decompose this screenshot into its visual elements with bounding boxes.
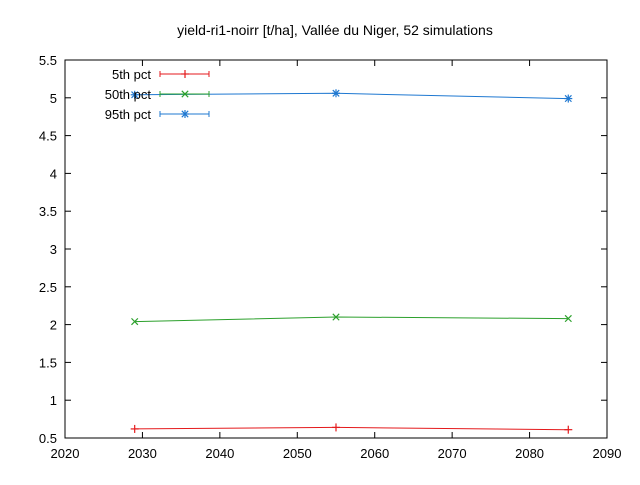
legend-marker-50th-pct <box>181 90 189 98</box>
y-tick-label: 5.5 <box>39 53 57 68</box>
data-point-50th-pct <box>564 314 572 323</box>
data-point-5th-pct <box>332 423 340 432</box>
legend-label-50th-pct: 50th pct <box>105 87 152 102</box>
x-tick-label: 2050 <box>283 446 312 461</box>
chart-title: yield-ri1-noirr [t/ha], Vallée du Niger,… <box>177 22 493 38</box>
legend-marker-95th-pct <box>181 110 189 118</box>
y-tick-label: 2 <box>50 318 57 333</box>
data-point-95th-pct <box>564 94 573 103</box>
data-point-95th-pct <box>332 89 340 98</box>
legend-label-95th-pct: 95th pct <box>105 107 152 122</box>
series-line-5th-pct <box>134 426 569 431</box>
y-tick-label: 5 <box>50 91 57 106</box>
y-tick-label: 4.5 <box>39 129 57 144</box>
series-layer <box>130 89 573 434</box>
y-tick-label: 4 <box>50 166 57 181</box>
series-line-50th-pct <box>134 316 569 323</box>
x-tick-label: 2040 <box>205 446 234 461</box>
x-tick-label: 2070 <box>438 446 467 461</box>
legend-label-5th-pct: 5th pct <box>112 67 151 82</box>
legend: 5th pct 50th pct 95th pct <box>105 67 210 122</box>
y-tick-label: 3 <box>50 242 57 257</box>
x-tick-label: 2090 <box>593 446 622 461</box>
data-point-5th-pct <box>564 425 573 434</box>
data-point-5th-pct <box>130 424 139 433</box>
legend-marker-5th-pct <box>181 70 189 78</box>
y-axis: 0.5 1 1.5 2 2.5 3 3.5 4 4.5 5 5.5 <box>39 53 607 446</box>
x-tick-label: 2030 <box>128 446 157 461</box>
x-tick-label: 2060 <box>360 446 389 461</box>
data-point-95th-pct <box>130 90 139 99</box>
y-tick-label: 3.5 <box>39 204 57 219</box>
data-point-50th-pct <box>131 317 139 326</box>
data-point-50th-pct <box>332 313 340 321</box>
y-tick-label: 2.5 <box>39 280 57 295</box>
x-axis: 2020 2030 2040 2050 2060 2070 2080 2090 <box>51 60 622 461</box>
y-tick-label: 1.5 <box>39 355 57 370</box>
x-tick-label: 2080 <box>515 446 544 461</box>
y-tick-label: 0.5 <box>39 431 57 446</box>
x-tick-label: 2020 <box>51 446 80 461</box>
y-tick-label: 1 <box>50 393 57 408</box>
